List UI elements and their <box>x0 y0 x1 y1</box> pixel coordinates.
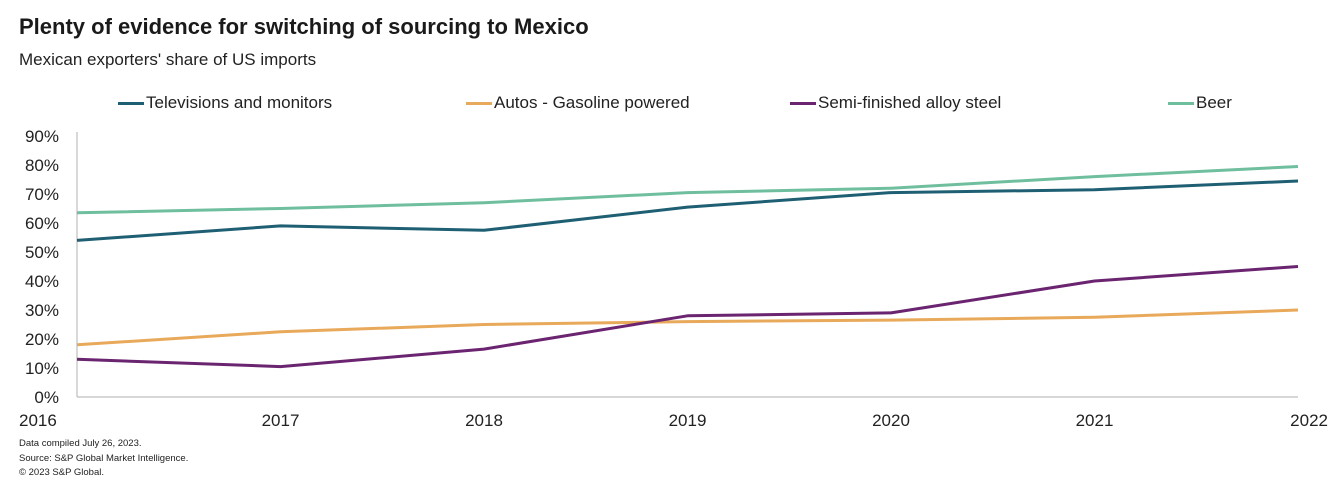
legend-swatch-steel <box>790 101 816 105</box>
chart-subtitle: Mexican exporters' share of US imports <box>19 50 317 69</box>
legend-label-televisions: Televisions and monitors <box>146 93 333 112</box>
legend-swatch-televisions <box>118 101 144 105</box>
x-tick-label: 2019 <box>669 411 707 430</box>
x-tick-label: 2017 <box>262 411 300 430</box>
footer-source-note: Source: S&P Global Market Intelligence. <box>19 452 189 464</box>
legend-label-beer: Beer <box>1196 93 1232 112</box>
legend-swatch-beer <box>1168 101 1194 105</box>
x-tick-label: 2018 <box>465 411 503 430</box>
y-tick-label: 60% <box>25 214 59 233</box>
y-tick-label: 50% <box>25 243 59 262</box>
legend: Televisions and monitors Autos - Gasolin… <box>0 93 1344 117</box>
x-tick-label: 2020 <box>872 411 910 430</box>
y-tick-label: 0% <box>34 388 59 407</box>
legend-item-televisions: Televisions and monitors <box>118 93 332 113</box>
x-tick-label: 2021 <box>1076 411 1114 430</box>
footer-notes: Data compiled July 26, 2023. Source: S&P… <box>19 437 188 481</box>
x-tick-label: 2022 <box>1290 411 1328 430</box>
series-line-autos-gasoline-powered <box>76 308 1299 347</box>
chart-title: Plenty of evidence for switching of sour… <box>19 14 589 39</box>
legend-label-steel: Semi-finished alloy steel <box>818 93 1002 112</box>
legend-item-steel: Semi-finished alloy steel <box>790 93 1001 113</box>
y-tick-label: 20% <box>25 330 59 349</box>
series-line-semi-finished-alloy-steel <box>76 265 1299 369</box>
x-tick-label: 2016 <box>19 411 57 430</box>
y-tick-label: 80% <box>25 156 59 175</box>
legend-item-autos: Autos - Gasoline powered <box>466 93 690 113</box>
legend-label-autos: Autos - Gasoline powered <box>494 93 690 112</box>
y-tick-label: 40% <box>25 272 59 291</box>
series-lines <box>76 165 1299 369</box>
legend-swatch-autos <box>466 101 492 105</box>
footer-date-note: Data compiled July 26, 2023. <box>19 438 142 449</box>
series-line-beer <box>76 165 1299 215</box>
y-tick-label: 30% <box>25 301 59 320</box>
y-tick-label: 10% <box>25 359 59 378</box>
y-tick-label: 90% <box>25 127 59 146</box>
y-axis: 0% 10% 20% 30% 40% 50% 60% 70% 80% 90% <box>25 127 78 407</box>
x-axis: 2016 2017 2018 2019 2020 2021 2022 <box>19 396 1328 430</box>
series-line-televisions-and-monitors <box>76 179 1299 242</box>
y-tick-label: 70% <box>25 185 59 204</box>
footer-copyright-note: © 2023 S&P Global. <box>19 467 104 478</box>
legend-item-beer: Beer <box>1168 93 1232 113</box>
